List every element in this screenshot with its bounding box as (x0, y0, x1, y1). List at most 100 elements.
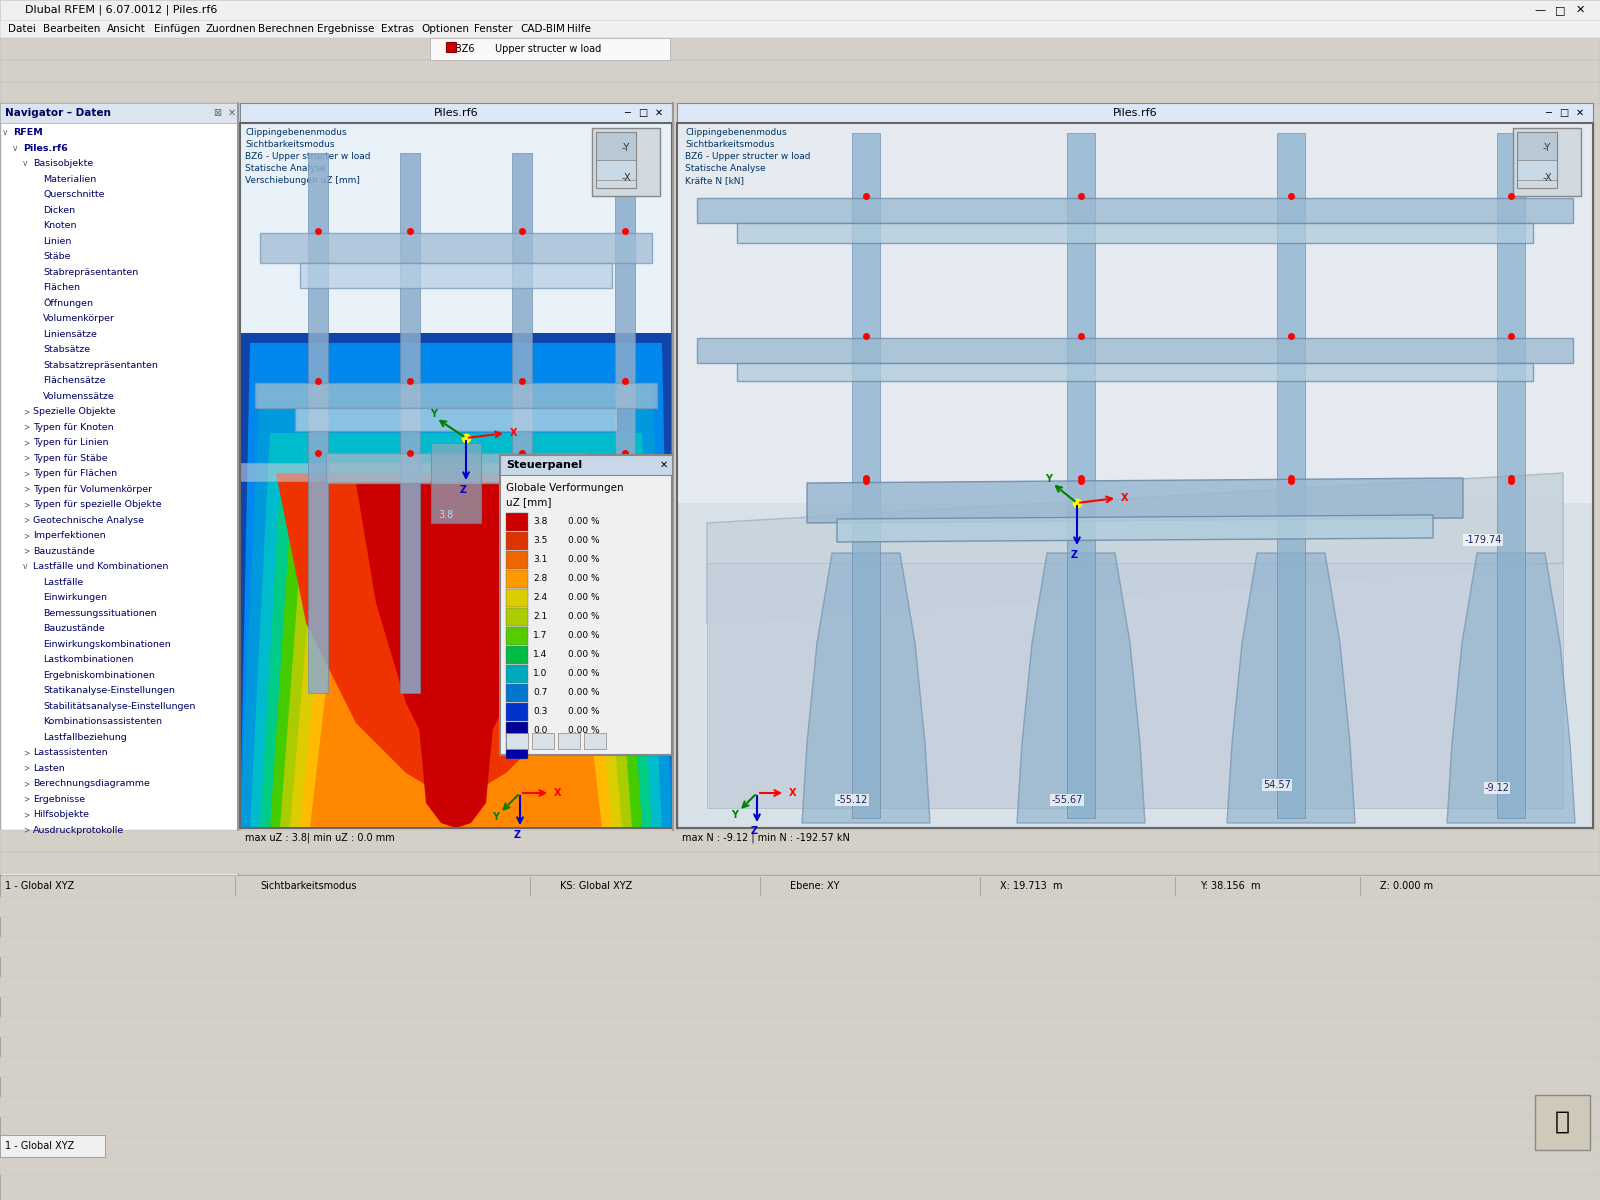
Text: -9.12: -9.12 (1485, 782, 1509, 793)
Text: 3.1: 3.1 (533, 554, 547, 564)
Bar (240, 122, 672, 828)
Text: >: > (22, 454, 29, 463)
Polygon shape (290, 593, 622, 828)
Text: 1.7: 1.7 (533, 631, 547, 640)
Text: X: X (1122, 493, 1128, 503)
Text: Dlubal RFEM | 6.07.0012 | Piles.rf6: Dlubal RFEM | 6.07.0012 | Piles.rf6 (26, 5, 218, 16)
Text: KS: Global XYZ: KS: Global XYZ (560, 881, 632, 890)
Text: Piles.rf6: Piles.rf6 (22, 144, 67, 152)
Bar (0, 898, 1600, 917)
Text: Typen für Knoten: Typen für Knoten (34, 422, 114, 432)
Text: >: > (22, 422, 29, 432)
Bar (0, 1057, 1600, 1078)
Text: Basisobjekte: Basisobjekte (34, 160, 93, 168)
Text: 2.4: 2.4 (533, 593, 547, 602)
Text: □: □ (638, 108, 648, 118)
Bar (707, 563, 1563, 808)
Bar (506, 570, 528, 588)
Text: 0.00 %: 0.00 % (568, 554, 600, 564)
Bar (1517, 160, 1557, 180)
Text: >: > (22, 532, 29, 540)
Text: max uZ : 3.8| min uZ : 0.0 mm: max uZ : 3.8| min uZ : 0.0 mm (245, 833, 395, 844)
Polygon shape (837, 515, 1434, 542)
Text: □: □ (1555, 5, 1565, 14)
Bar (506, 532, 528, 550)
Text: Z: Z (514, 830, 522, 840)
Text: 0.3: 0.3 (533, 707, 547, 716)
Text: Volumenkörper: Volumenkörper (43, 314, 115, 323)
Text: Globale Verformungen: Globale Verformungen (506, 482, 624, 493)
Bar (0, 937, 1600, 958)
Polygon shape (254, 383, 658, 408)
Text: 1 - Global XYZ: 1 - Global XYZ (5, 1141, 74, 1151)
Text: Typen für spezielle Objekte: Typen für spezielle Objekte (34, 500, 162, 509)
Text: ✕: ✕ (229, 108, 237, 118)
Polygon shape (240, 323, 672, 828)
Bar (1277, 133, 1306, 818)
Bar (677, 122, 1594, 503)
Text: 2.1: 2.1 (533, 612, 547, 622)
Bar (240, 828, 672, 848)
Text: -Y: -Y (1542, 143, 1550, 152)
Text: Y: 38.156  m: Y: 38.156 m (1200, 881, 1261, 890)
Polygon shape (259, 482, 653, 828)
Polygon shape (355, 482, 557, 782)
Text: Verschiebungen uZ [mm]: Verschiebungen uZ [mm] (245, 176, 360, 185)
Text: Statische Analyse: Statische Analyse (685, 164, 766, 173)
Bar (1498, 133, 1525, 818)
Text: Einfügen: Einfügen (154, 24, 200, 34)
Text: Liniensätze: Liniensätze (43, 330, 98, 338)
Bar (240, 122, 672, 828)
Text: Y: Y (731, 810, 738, 820)
Text: Flächen: Flächen (43, 283, 80, 293)
Text: X: X (510, 428, 517, 438)
Text: Statische Analyse: Statische Analyse (245, 164, 326, 173)
Text: RFEM: RFEM (13, 128, 43, 137)
Polygon shape (802, 553, 930, 823)
Bar (307, 152, 328, 692)
Text: Z: 0.000 m: Z: 0.000 m (1379, 881, 1434, 890)
Text: Fenster: Fenster (474, 24, 512, 34)
Polygon shape (301, 623, 611, 828)
Text: Materialien: Materialien (43, 175, 96, 184)
Text: 0.00 %: 0.00 % (568, 688, 600, 697)
Bar (0, 977, 1600, 997)
Bar (240, 463, 672, 481)
Text: Navigator – Daten: Navigator – Daten (5, 108, 110, 118)
Polygon shape (1446, 553, 1574, 823)
Bar (506, 703, 528, 721)
Bar (240, 103, 672, 122)
Text: Y: Y (430, 409, 437, 419)
Text: 0.00 %: 0.00 % (568, 631, 600, 640)
Text: 2.8: 2.8 (533, 574, 547, 583)
Text: Knoten: Knoten (43, 221, 77, 230)
Polygon shape (707, 473, 1563, 623)
Text: Bearbeiten: Bearbeiten (43, 24, 101, 34)
Text: Typen für Linien: Typen für Linien (34, 438, 109, 448)
Bar (506, 626, 528, 646)
Text: -Y: -Y (622, 143, 630, 152)
Text: CAD-BIM: CAD-BIM (520, 24, 565, 34)
Text: Sichtbarkeitsmodus: Sichtbarkeitsmodus (685, 140, 774, 149)
Text: Zuordnen: Zuordnen (206, 24, 256, 34)
Text: Stabsatzrepräsentanten: Stabsatzrepräsentanten (43, 361, 158, 370)
Text: Flächensätze: Flächensätze (43, 377, 106, 385)
Bar (499, 455, 672, 475)
Text: >: > (22, 810, 29, 820)
Bar (0, 103, 238, 1135)
Bar (0, 20, 1600, 38)
Bar (0, 1154, 1600, 1175)
Text: Kräfte N [kN]: Kräfte N [kN] (685, 176, 744, 185)
Text: —: — (1534, 5, 1546, 14)
Bar (1514, 128, 1581, 196)
Bar (592, 128, 661, 196)
Text: Sichtbarkeitsmodus: Sichtbarkeitsmodus (245, 140, 334, 149)
Text: 3.8: 3.8 (438, 510, 454, 520)
Text: Hilfe: Hilfe (566, 24, 590, 34)
Text: Lastfälle und Kombinationen: Lastfälle und Kombinationen (34, 563, 168, 571)
Text: BZ6 - Upper structer w load: BZ6 - Upper structer w load (245, 152, 371, 161)
Text: X: 19.713  m: X: 19.713 m (1000, 881, 1062, 890)
Text: 0.00 %: 0.00 % (568, 726, 600, 734)
Text: Dicken: Dicken (43, 205, 75, 215)
Text: Lastfälle: Lastfälle (43, 577, 83, 587)
